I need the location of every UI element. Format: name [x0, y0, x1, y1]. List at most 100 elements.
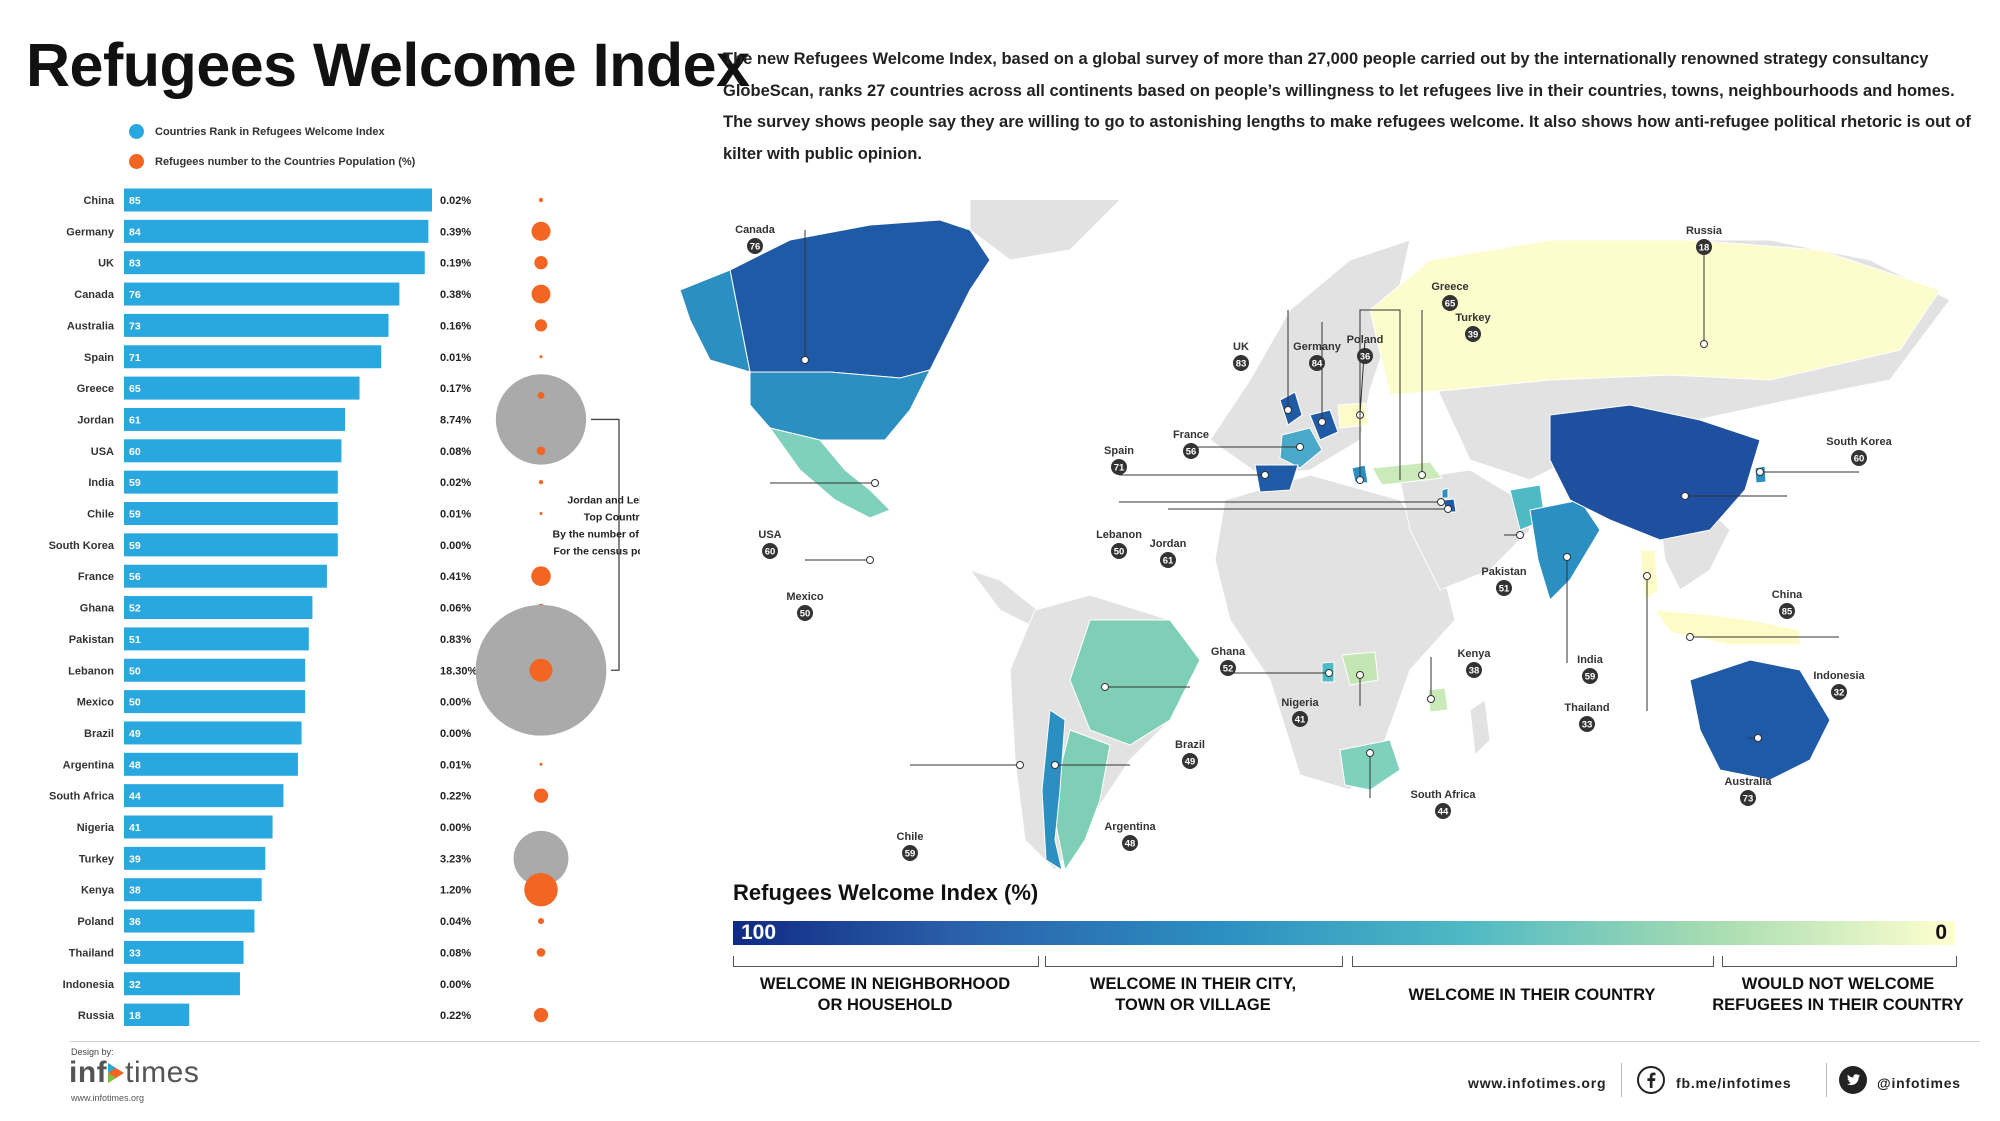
bar-value-label: 38 [129, 885, 141, 897]
map-value-badge [1122, 835, 1138, 851]
legend-refugees: Refugees number to the Countries Populat… [129, 154, 415, 169]
category-label-line: REFUGEES IN THEIR COUNTRY [1712, 996, 1964, 1014]
refugee-bubble [538, 479, 544, 485]
bar [124, 188, 432, 212]
country-turkey [1371, 461, 1443, 486]
map-country-label: Chile [897, 831, 924, 843]
bar-row-spain: Spain 71 0.01% [84, 345, 543, 369]
map-value-badge [1183, 443, 1199, 459]
refugee-pct-label: 0.02% [440, 477, 471, 489]
bar [124, 815, 273, 839]
map-point [1444, 505, 1452, 513]
map-value-badge [1160, 552, 1176, 568]
map-country-label: Pakistan [1481, 566, 1527, 578]
website-link[interactable]: www.infotimes.org [1468, 1075, 1607, 1091]
bar-row-china: China 85 0.02% [83, 188, 544, 212]
map-point [1681, 492, 1689, 500]
bar [124, 407, 346, 431]
map-value-label: 41 [1295, 715, 1306, 726]
bar-row-russia: Russia 18 0.22% [78, 1003, 549, 1026]
refugee-pct-label: 0.00% [440, 540, 471, 552]
facebook-link[interactable]: fb.me/infotimes [1676, 1075, 1792, 1091]
bar-value-label: 60 [129, 446, 141, 458]
refugee-pct-label: 3.23% [440, 853, 471, 865]
twitter-link[interactable]: @infotimes [1877, 1075, 1961, 1091]
bar-row-ghana: Ghana 52 0.06% [80, 596, 545, 620]
map-point [1756, 468, 1764, 476]
legend-rank: Countries Rank in Refugees Welcome Index [129, 124, 385, 139]
map-value-badge [1779, 603, 1795, 619]
map-country-label: USA [758, 529, 781, 541]
category-bracket-not-welcome [1722, 956, 1957, 967]
bar-row-chile: Chile 59 0.01% [87, 502, 543, 525]
map-point [1643, 572, 1651, 580]
map-markers: Canada 76 USA 60 Mexico 50 Chile 59 Argentina 48 B… [735, 224, 1893, 861]
bar-row-indonesia: Indonesia 32 0.00% [63, 972, 471, 996]
map-value-badge [1831, 684, 1847, 700]
country-label: Canada [74, 289, 115, 301]
refugee-pct-label: 18.30% [440, 665, 478, 677]
refugee-bubble [534, 256, 548, 270]
map-country-label: Nigeria [1281, 697, 1319, 709]
map-value-label: 18 [1699, 243, 1710, 254]
footer-separator [1621, 1063, 1622, 1097]
map-value-badge [1465, 326, 1481, 342]
jordan-bubble-dot [537, 391, 545, 399]
map-point [1686, 633, 1694, 641]
map-value-label: 60 [1854, 454, 1865, 465]
refugee-bubble [531, 221, 551, 241]
refugee-bubble [538, 197, 544, 203]
map-point [1296, 443, 1304, 451]
country-label: Lebanon [68, 665, 114, 677]
map-value-label: 76 [750, 242, 761, 253]
refugee-pct-label: 0.22% [440, 791, 471, 803]
category-neighborhood: WELCOME IN NEIGHBORHOOD OR HOUSEHOLD [733, 974, 1037, 1016]
refugee-bubble [536, 948, 546, 957]
bar [124, 345, 382, 369]
bar-value-label: 71 [129, 352, 141, 364]
refugee-pct-label: 0.00% [440, 979, 471, 991]
colorbar-title: Refugees Welcome Index (%) [733, 880, 1039, 905]
bar-value-label: 61 [129, 414, 141, 426]
bar-value-label: 49 [129, 728, 141, 740]
map-marker-argentina: Argentina 48 [1051, 761, 1157, 851]
colorbar-max-label: 100 [741, 921, 777, 944]
map-value-badge [747, 238, 763, 254]
map-marker-poland: Poland 36 [1347, 334, 1383, 419]
map-point [1356, 476, 1364, 484]
bar-value-label: 36 [129, 916, 141, 928]
map-marker-nigeria: Nigeria 41 [1281, 671, 1364, 727]
map-point [1356, 671, 1364, 679]
footer-separator-2 [1826, 1063, 1827, 1097]
lebanon-bubble-dot [529, 658, 553, 682]
refugee-bubble [536, 446, 546, 456]
category-bracket-neighborhood [733, 956, 1039, 967]
facebook-icon[interactable] [1637, 1066, 1665, 1094]
map-country-label: Canada [735, 224, 776, 236]
country-label: Brazil [84, 728, 114, 740]
bar-row-turkey: Turkey 39 3.23% [79, 830, 569, 886]
category-not-welcome: WOULD NOT WELCOME REFUGEES IN THEIR COUNT… [1700, 974, 1976, 1016]
legend-refugees-dot [129, 154, 144, 169]
country-label: Turkey [79, 853, 115, 865]
infotimes-logo: inf times [69, 1056, 199, 1090]
bar-row-mexico: Mexico 50 0.00% [77, 690, 471, 714]
map-country-label: South Africa [1411, 789, 1477, 801]
map-value-badge [1111, 543, 1127, 559]
map-point [1700, 340, 1708, 348]
map-point [1418, 471, 1426, 479]
map-marker-usa: USA 60 [758, 479, 879, 559]
map-country-label: Thailand [1564, 702, 1609, 714]
twitter-icon[interactable] [1839, 1066, 1867, 1094]
country-label: India [88, 477, 115, 489]
africa-shape [1214, 474, 1456, 791]
refugee-bubble [533, 788, 549, 803]
legend-refugees-label: Refugees number to the Countries Populat… [155, 155, 416, 168]
refugee-pct-label: 0.06% [440, 603, 471, 615]
map-point [1437, 498, 1445, 506]
map-marker-chile: Chile 59 [897, 761, 1024, 861]
map-value-label: 50 [1114, 547, 1125, 558]
map-countries [679, 219, 1941, 872]
country-label: Greece [77, 383, 114, 395]
bar-value-label: 48 [129, 759, 141, 771]
